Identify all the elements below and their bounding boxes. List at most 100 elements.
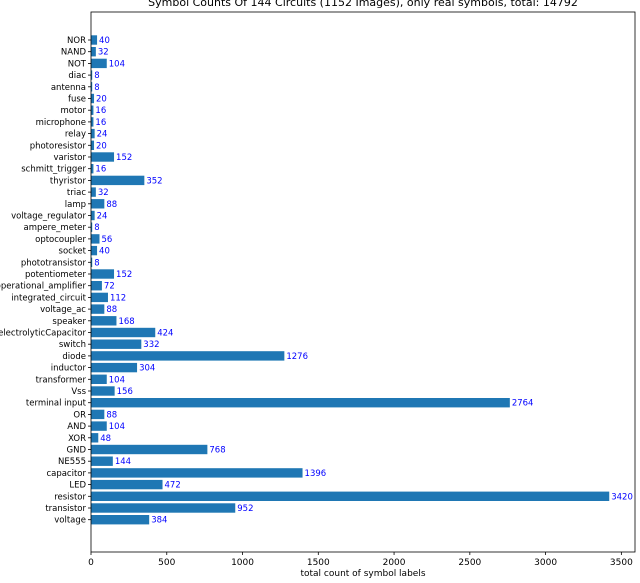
value-label: 104 xyxy=(109,59,125,69)
y-tick-label: phototransistor xyxy=(21,258,87,268)
y-tick-label: thyristor xyxy=(50,176,87,186)
y-tick-label: OR xyxy=(73,410,86,420)
bar-NOT xyxy=(91,58,107,69)
value-label: 8 xyxy=(94,71,99,81)
bar-motor xyxy=(91,105,94,115)
bar-voltage xyxy=(91,515,150,525)
y-tick-label: NOR xyxy=(67,36,86,46)
value-label: 56 xyxy=(101,235,112,245)
value-label: 304 xyxy=(139,364,155,374)
y-tick-label: AND xyxy=(67,422,86,432)
value-label: 40 xyxy=(99,36,110,46)
value-label: 72 xyxy=(104,282,115,292)
x-tick-label: 2000 xyxy=(383,558,406,568)
y-tick-label: potentiometer xyxy=(25,270,87,280)
bar-phototransistor xyxy=(91,257,93,267)
bar-voltage_regulator xyxy=(91,210,95,221)
y-tick-label: diac xyxy=(68,71,86,81)
bar-microphone xyxy=(91,117,94,127)
y-tick-label: schmitt_trigger xyxy=(21,165,86,175)
value-label: 24 xyxy=(97,212,108,222)
bar-optocoupler xyxy=(91,234,100,244)
bar-potentiometer xyxy=(91,269,115,279)
bar-photoresistor xyxy=(91,140,95,150)
bar-diode xyxy=(91,351,285,361)
y-tick-label: XOR xyxy=(68,434,86,444)
y-tick-label: diode xyxy=(62,352,86,362)
bar-OR xyxy=(91,409,105,420)
bar-terminal input xyxy=(91,398,510,408)
x-tick-label: 1000 xyxy=(231,558,254,568)
y-tick-label: voltage xyxy=(54,516,86,526)
bar-speaker xyxy=(91,316,117,326)
x-tick-label: 1500 xyxy=(307,558,330,568)
bar-relay xyxy=(91,128,95,139)
bar-electrolyticCapacitor xyxy=(91,327,156,338)
bar-capacitor xyxy=(91,468,303,478)
value-label: 24 xyxy=(97,130,108,140)
value-label: 168 xyxy=(118,317,134,327)
y-tick-label: relay xyxy=(65,130,86,140)
chart-title: Symbol Counts Of 144 Circuits (1152 Imag… xyxy=(148,0,578,9)
value-labels-layer: 4032104882016162420152163523288248564081… xyxy=(94,36,633,526)
bars-layer xyxy=(91,35,610,525)
bar-socket xyxy=(91,245,98,256)
value-label: 152 xyxy=(116,153,132,163)
value-label: 32 xyxy=(98,48,109,58)
value-label: 2764 xyxy=(512,399,534,409)
bar-transformer xyxy=(91,374,107,384)
value-label: 3420 xyxy=(611,492,633,502)
bar-antenna xyxy=(91,82,93,92)
value-label: 424 xyxy=(157,329,173,339)
value-label: 16 xyxy=(95,106,106,116)
y-tick-label: terminal input xyxy=(26,399,87,409)
bar-Vss xyxy=(91,386,115,396)
y-tick-label: transformer xyxy=(36,375,87,385)
x-axis-label: total count of symbol labels xyxy=(300,569,425,578)
value-label: 112 xyxy=(110,293,126,303)
bar-NOR xyxy=(91,35,98,45)
value-label: 88 xyxy=(106,305,117,315)
value-label: 156 xyxy=(117,387,133,397)
bar-ampere_meter xyxy=(91,222,93,232)
y-tick-label: transistor xyxy=(45,504,86,514)
value-label: 768 xyxy=(209,446,225,456)
value-label: 88 xyxy=(106,410,117,420)
bar-resistor xyxy=(91,491,610,501)
y-tick-label: NAND xyxy=(61,48,87,58)
value-label: 472 xyxy=(165,481,181,491)
bar-schmitt_trigger xyxy=(91,164,94,174)
y-tick-label: photoresistor xyxy=(30,141,87,151)
y-tick-label: switch xyxy=(59,340,86,350)
value-label: 104 xyxy=(109,422,125,432)
value-label: 1396 xyxy=(305,469,327,479)
y-tick-label: voltage_ac xyxy=(40,305,86,315)
y-tick-label: triac xyxy=(67,188,86,198)
y-tick-label: GND xyxy=(67,446,87,456)
bar-GND xyxy=(91,444,208,455)
bar-NE555 xyxy=(91,456,113,466)
bar-thyristor xyxy=(91,175,145,186)
y-tick-label: varistor xyxy=(53,153,86,163)
y-tick-label: fuse xyxy=(68,95,86,105)
y-tick-label: NOT xyxy=(68,59,87,69)
value-label: 32 xyxy=(98,188,109,198)
value-label: 1276 xyxy=(286,352,308,362)
value-label: 8 xyxy=(94,83,99,93)
bar-AND xyxy=(91,421,107,431)
value-label: 88 xyxy=(106,200,117,210)
bar-NAND xyxy=(91,47,96,57)
y-tick-label: LED xyxy=(69,481,86,491)
y-tick-label: speaker xyxy=(52,317,86,327)
value-label: 104 xyxy=(109,375,125,385)
value-label: 16 xyxy=(95,118,106,128)
y-tick-label: inductor xyxy=(51,364,87,374)
y-tick-label: NE555 xyxy=(58,457,86,467)
value-label: 8 xyxy=(94,223,99,233)
bar-fuse xyxy=(91,93,95,104)
x-tick-label: 0 xyxy=(88,558,94,568)
y-tick-label: ampere_meter xyxy=(24,223,87,233)
